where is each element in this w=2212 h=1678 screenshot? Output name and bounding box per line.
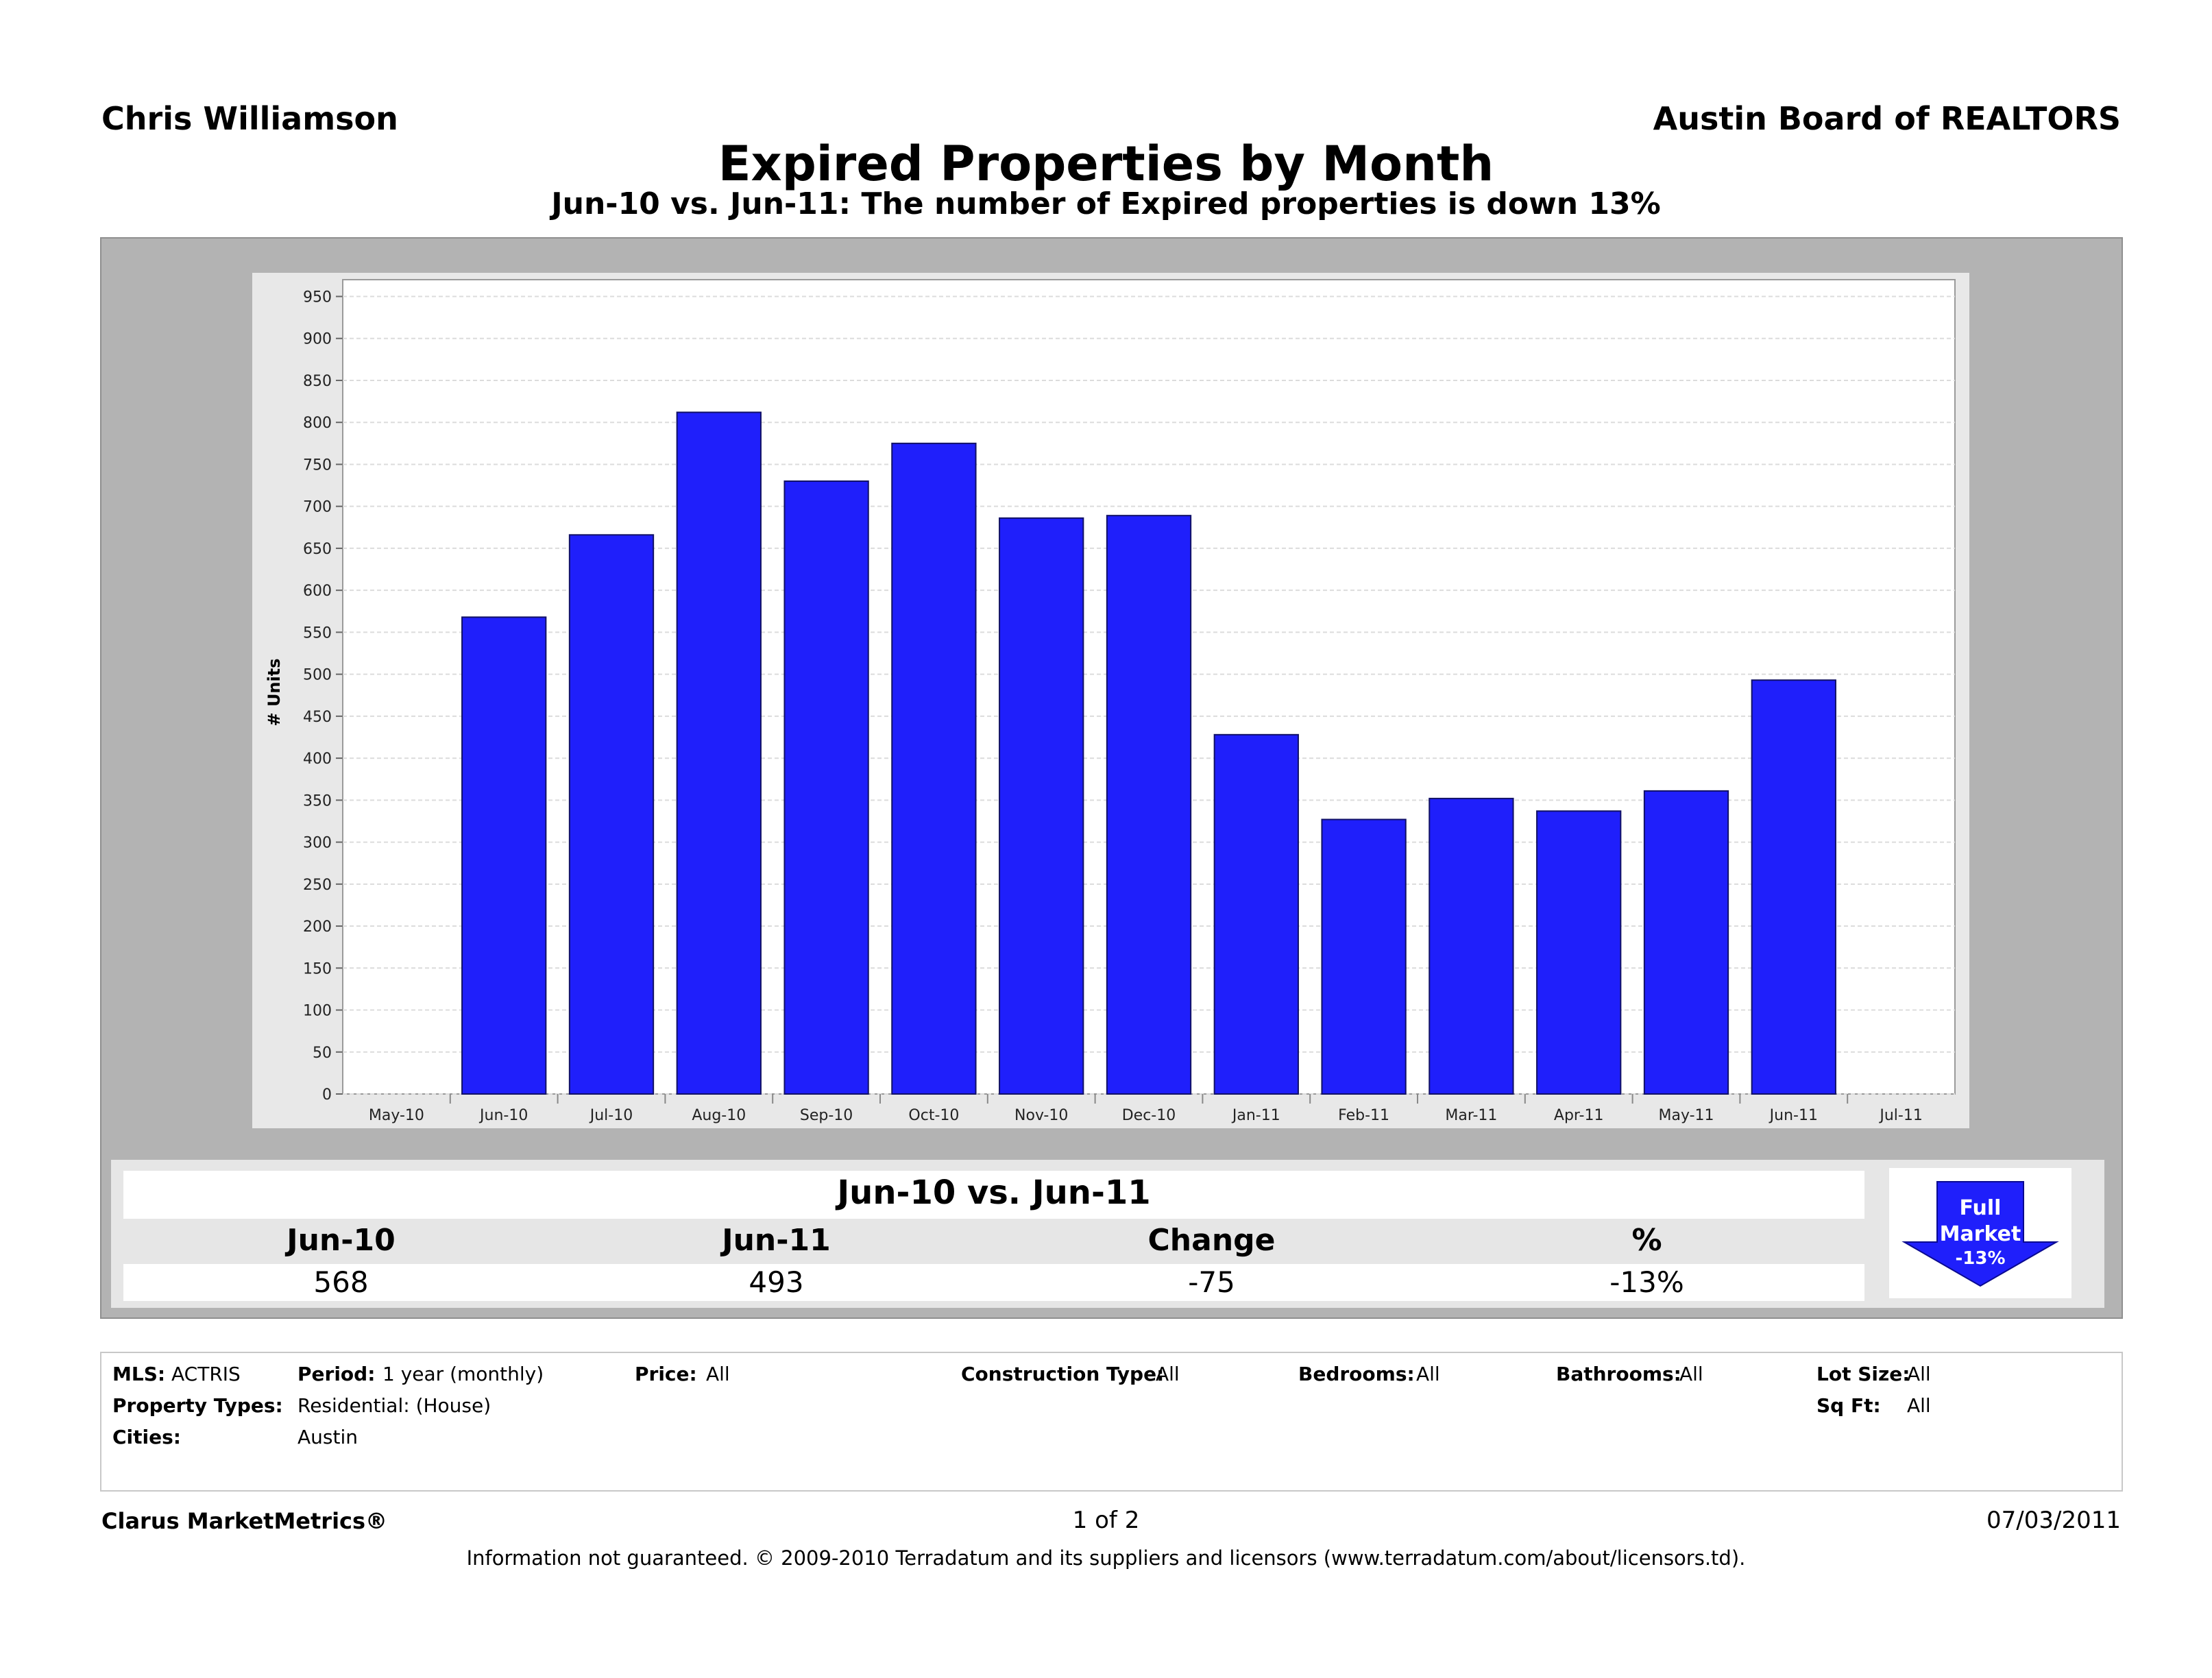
y-axis-label: # Units [265,658,284,726]
x-tick-label: Apr-11 [1554,1107,1604,1124]
y-tick-label: 300 [303,835,332,852]
down-arrow-icon: Full Market -13% [1901,1181,2059,1287]
bar-jun-11 [1751,679,1836,1095]
summary-header-prev: Jun-10 [287,1223,396,1258]
bar-apr-11 [1536,810,1622,1095]
page-title: Expired Properties by Month [718,136,1494,192]
summary-title: Jun-10 vs. Jun-11 [837,1174,1151,1212]
y-tick-label: 0 [322,1086,332,1104]
bar-mar-11 [1429,797,1514,1095]
filter-price-value: All [706,1363,730,1385]
y-tick-label: 850 [303,373,332,390]
filter-bathrooms-value: All [1679,1363,1703,1385]
y-tick-label: 500 [303,667,332,684]
summary-value-prev: 568 [313,1265,369,1299]
y-tick-label: 600 [303,583,332,600]
filter-cities-label: Cities: [112,1426,181,1448]
page-number: 1 of 2 [1072,1507,1140,1534]
summary-value-percent: -13% [1609,1265,1684,1299]
y-tick-label: 450 [303,709,332,726]
report-date: 07/03/2011 [1986,1507,2121,1534]
x-tick-label: Dec-10 [1122,1107,1176,1124]
bar-nov-10 [999,517,1084,1095]
filter-construction-value: All [1156,1363,1180,1385]
bar-may-11 [1643,790,1729,1095]
filter-mls-value: ACTRIS [171,1363,241,1385]
y-tick-label: 700 [303,499,332,516]
filter-bedrooms-value: All [1416,1363,1440,1385]
x-tick-label: Oct-10 [908,1107,959,1124]
filter-mls-label: MLS: [112,1363,166,1385]
y-tick-label: 750 [303,457,332,474]
filter-construction-label: Construction Type: [961,1363,1165,1385]
y-tick-label: 50 [313,1045,332,1062]
filter-lotsize-value: All [1907,1363,1931,1385]
x-tick-label: Sep-10 [800,1107,853,1124]
badge-line-1: Full [1960,1196,2002,1220]
x-tick-label: Jan-11 [1231,1107,1280,1124]
brand-footer: Clarus MarketMetrics® [101,1508,388,1534]
y-tick-label: 400 [303,751,332,768]
full-market-badge: Full Market -13% [1889,1168,2071,1298]
filter-cities-value: Austin [297,1426,358,1448]
summary-value-curr: 493 [749,1265,804,1299]
filter-period-label: Period: [297,1363,376,1385]
bar-sep-10 [783,480,869,1095]
filter-lotsize-label: Lot Size: [1816,1363,1910,1385]
bar-jun-10 [461,616,547,1095]
filter-bathrooms-label: Bathrooms: [1556,1363,1681,1385]
bar-jul-10 [568,534,655,1095]
bar-aug-10 [676,411,762,1095]
y-tick-label: 150 [303,960,332,977]
badge-line-2: Market [1940,1222,2021,1246]
board-name: Austin Board of REALTORS [1653,100,2121,137]
y-tick-label: 550 [303,624,332,642]
summary-header-change: Change [1147,1223,1276,1258]
disclaimer: Information not guaranteed. © 2009-2010 … [466,1546,1746,1570]
filter-sqft-value: All [1907,1394,1931,1417]
y-tick-label: 900 [303,331,332,348]
filter-period-value: 1 year (monthly) [382,1363,544,1385]
x-tick-label: Jul-11 [1878,1107,1922,1124]
summary-header-percent: % [1631,1223,1662,1258]
x-tick-label: Nov-10 [1014,1107,1068,1124]
filter-bedrooms-label: Bedrooms: [1298,1363,1415,1385]
summary-header-curr: Jun-11 [722,1223,831,1258]
x-tick-label: Jul-10 [589,1107,633,1124]
y-tick-label: 250 [303,877,332,894]
badge-line-3: -13% [1955,1248,2005,1269]
filter-sqft-label: Sq Ft: [1816,1394,1881,1417]
y-tick-label: 800 [303,415,332,432]
y-tick-label: 350 [303,792,332,810]
x-tick-label: Mar-11 [1445,1107,1497,1124]
y-tick-label: 650 [303,541,332,558]
y-tick-label: 100 [303,1003,332,1020]
filter-price-label: Price: [635,1363,697,1385]
filter-criteria: MLS: ACTRIS Period: 1 year (monthly) Pri… [100,1352,2123,1492]
x-tick-label: May-10 [369,1107,424,1124]
x-tick-label: May-11 [1658,1107,1714,1124]
filter-proptypes-label: Property Types: [112,1394,283,1417]
x-tick-label: Jun-11 [1769,1107,1818,1124]
page-subtitle: Jun-10 vs. Jun-11: The number of Expired… [551,186,1661,221]
summary-table: Jun-10 vs. Jun-11 Jun-10 Jun-11 Change %… [111,1160,2104,1308]
summary-value-change: -75 [1188,1265,1235,1299]
y-tick-label: 950 [303,289,332,306]
agent-name: Chris Williamson [101,100,398,137]
bar-jan-11 [1213,733,1299,1095]
bar-dec-10 [1106,515,1192,1095]
x-tick-label: Aug-10 [692,1107,746,1124]
x-tick-label: Jun-10 [478,1107,528,1124]
bar-oct-10 [891,442,977,1095]
x-tick-label: Feb-11 [1338,1107,1389,1124]
filter-proptypes-value: Residential: (House) [297,1394,491,1417]
bar-feb-11 [1321,818,1407,1095]
y-tick-label: 200 [303,919,332,936]
